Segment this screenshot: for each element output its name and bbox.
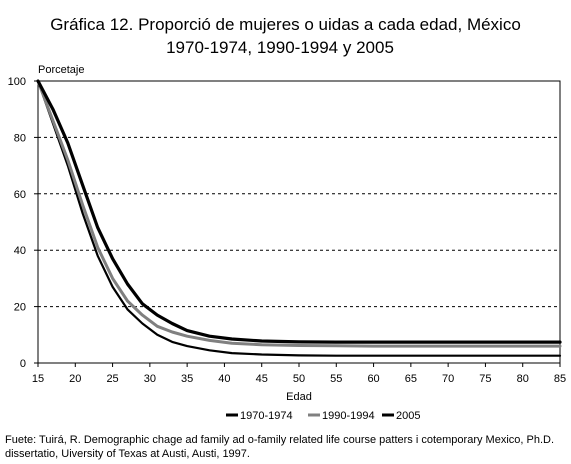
y-tick-label: 100 bbox=[8, 76, 26, 88]
legend-label-1990-1994: 1990-1994 bbox=[322, 410, 375, 422]
x-tick-label: 40 bbox=[218, 373, 230, 385]
x-tick-label: 75 bbox=[479, 373, 491, 385]
y-tick-label: 0 bbox=[20, 358, 26, 370]
x-tick-label: 25 bbox=[106, 373, 118, 385]
chart-subtitle: 1970-1974, 1990-1994 y 2005 bbox=[166, 38, 394, 57]
series-line-1970-1974 bbox=[36, 79, 562, 357]
legend-label-1970-1974: 1970-1974 bbox=[240, 410, 293, 422]
x-tick-label: 45 bbox=[256, 373, 268, 385]
chart-title: Gráfica 12. Proporció de mujeres o uidas… bbox=[50, 15, 521, 34]
x-tick-label: 50 bbox=[293, 373, 305, 385]
grid-lines bbox=[38, 136, 560, 308]
x-tick-label: 85 bbox=[554, 373, 566, 385]
x-tick-label: 30 bbox=[144, 373, 156, 385]
y-tick-label: 40 bbox=[14, 245, 26, 257]
plot-area-frame bbox=[37, 80, 561, 364]
y-tick-label: 20 bbox=[14, 302, 26, 314]
y-tick-label: 60 bbox=[14, 189, 26, 201]
y-tick-label: 80 bbox=[14, 132, 26, 144]
x-axis-label: Edad bbox=[286, 391, 312, 403]
line-chart: 0 20 40 60 80 100 15 20 25 30 35 40 45 50 55 60 65 70 75 80… bbox=[8, 64, 566, 422]
chart-axes bbox=[34, 80, 561, 367]
series-lines bbox=[36, 79, 562, 357]
source-note: Fuete: Tuirá, R. Demographic chage ad fa… bbox=[5, 434, 555, 460]
tick-labels: 0 20 40 60 80 100 15 20 25 30 35 40 45 50 55 60 65 70 75 80… bbox=[8, 76, 566, 385]
x-tick-label: 20 bbox=[69, 373, 81, 385]
x-tick-label: 35 bbox=[181, 373, 193, 385]
x-tick-label: 60 bbox=[367, 373, 379, 385]
x-tick-label: 15 bbox=[32, 373, 44, 385]
series-line-1990-1994 bbox=[36, 79, 562, 348]
x-tick-label: 80 bbox=[517, 373, 529, 385]
y-axis-label: Porcetaje bbox=[38, 64, 84, 76]
x-tick-label: 55 bbox=[330, 373, 342, 385]
x-tick-label: 70 bbox=[442, 373, 454, 385]
x-tick-label: 65 bbox=[405, 373, 417, 385]
series-line-2005 bbox=[36, 79, 562, 344]
legend-label-2005: 2005 bbox=[396, 410, 420, 422]
legend: 1970-1974 1990-1994 2005 bbox=[226, 410, 420, 422]
